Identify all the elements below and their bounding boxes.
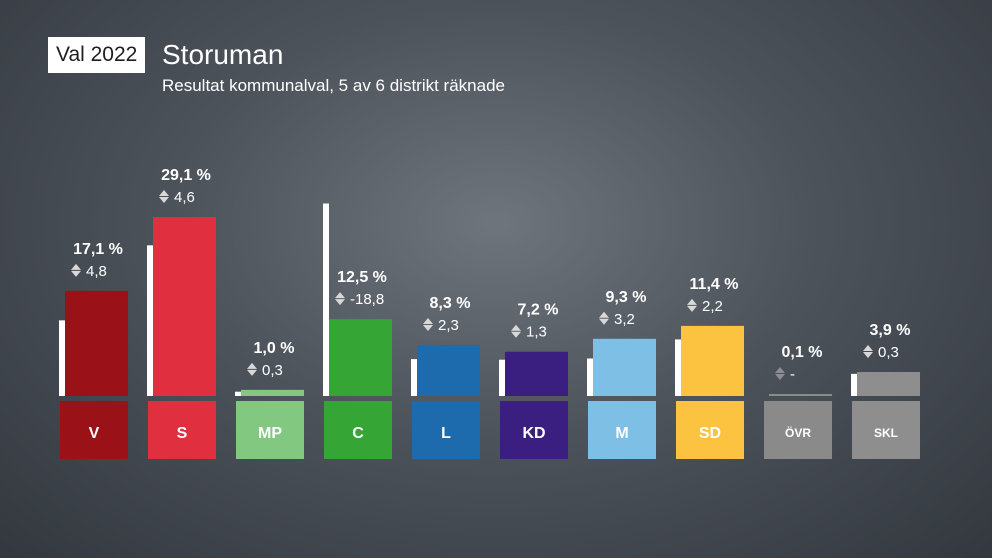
percent-label: 12,5 %	[337, 269, 387, 286]
change-arrows-icon	[599, 311, 609, 325]
change-arrows-icon	[247, 362, 257, 376]
change-label: 4,8	[86, 263, 107, 280]
result-bar	[329, 319, 392, 396]
previous-result-bar	[147, 245, 153, 396]
change-arrows-icon	[335, 292, 345, 306]
party-label-box	[236, 401, 304, 459]
result-bar	[593, 338, 656, 396]
change-label: 2,2	[702, 298, 723, 315]
change-label: 0,3	[878, 344, 899, 361]
result-bar	[681, 325, 744, 396]
previous-result-bar	[235, 391, 241, 396]
result-bar	[769, 394, 832, 396]
change-label: 4,6	[174, 189, 195, 206]
previous-result-bar	[851, 373, 857, 396]
previous-result-bar	[499, 359, 505, 396]
page-subtitle: Resultat kommunalval, 5 av 6 distrikt rä…	[162, 76, 505, 95]
previous-result-bar	[587, 358, 593, 396]
change-arrows-icon	[775, 367, 785, 380]
party-label: S	[177, 425, 188, 442]
previous-result-bar	[59, 320, 65, 396]
party-label-box	[676, 401, 744, 459]
party-label: SD	[699, 425, 721, 442]
result-bar	[153, 217, 216, 396]
percent-label: 9,3 %	[606, 289, 647, 306]
change-arrows-icon	[71, 263, 81, 277]
previous-result-bar	[411, 359, 417, 396]
party-label-box	[764, 401, 832, 459]
party-label-box	[588, 401, 656, 459]
party-label-box	[412, 401, 480, 459]
change-arrows-icon	[423, 317, 433, 331]
previous-result-bar	[323, 203, 329, 396]
result-bar	[241, 389, 304, 396]
change-label: 3,2	[614, 311, 635, 328]
party-label: L	[441, 425, 451, 442]
percent-label: 11,4 %	[690, 276, 739, 293]
party-label: M	[615, 425, 628, 442]
party-label: SKL	[874, 426, 898, 440]
party-label: C	[352, 425, 364, 442]
party-label: ÖVR	[785, 425, 811, 440]
change-label: 2,3	[438, 317, 459, 334]
party-label: KD	[522, 425, 545, 442]
election-badge: Val 2022	[48, 37, 146, 73]
percent-label: 8,3 %	[430, 295, 471, 312]
percent-label: 1,0 %	[254, 340, 295, 357]
percent-label: 7,2 %	[518, 302, 559, 319]
party-label: MP	[258, 425, 282, 442]
result-bar	[417, 344, 480, 396]
change-label: -	[790, 366, 795, 383]
change-arrows-icon	[863, 345, 873, 359]
percent-label: 17,1 %	[73, 241, 123, 258]
change-arrows-icon	[687, 298, 697, 312]
percent-label: 0,1 %	[782, 344, 823, 361]
change-label: 0,3	[262, 362, 283, 379]
party-label-box	[852, 401, 920, 459]
previous-result-bar	[675, 339, 681, 396]
change-label: 1,3	[526, 324, 547, 341]
party-label-box	[60, 401, 128, 459]
change-arrows-icon	[511, 324, 521, 338]
percent-label: 29,1 %	[161, 167, 211, 184]
party-label-box	[324, 401, 392, 459]
page-title: Storuman	[162, 39, 284, 70]
party-label-box	[148, 401, 216, 459]
result-bar	[505, 351, 568, 396]
result-bar	[65, 290, 128, 396]
party-label: V	[89, 425, 100, 442]
change-arrows-icon	[159, 190, 169, 204]
percent-label: 3,9 %	[870, 322, 911, 339]
result-bar	[857, 372, 920, 396]
party-label-box	[500, 401, 568, 459]
change-label: -18,8	[350, 291, 384, 308]
